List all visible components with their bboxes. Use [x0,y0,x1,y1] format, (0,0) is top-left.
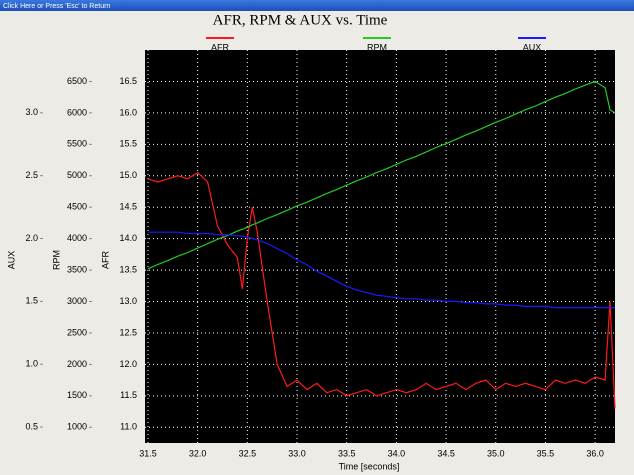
y3-tick-label: 2.0 [25,233,38,243]
y2-tick-label: 1500 [67,390,87,400]
legend-label: AFR [211,42,230,52]
y2-tick-label: 2000 [67,359,87,369]
y-tick-label: 13.0 [119,296,137,306]
y3-tick-label: 1.0 [25,359,38,369]
x-tick-label: 35.0 [487,448,505,458]
x-tick-label: 32.0 [189,448,207,458]
y-tick-label: 16.0 [119,107,137,117]
legend-label: RPM [367,42,387,52]
y3-tick-label: 3.0 [25,107,38,117]
y2-tick-label: 5000 [67,170,87,180]
x-tick-label: 35.5 [537,448,555,458]
y-tick-label: 11.0 [120,422,137,432]
y-tick-label: 11.5 [120,390,137,400]
y2-tick-label: 4500 [67,202,87,212]
chart-title: AFR, RPM & AUX vs. Time [213,12,388,28]
y2-tick-label: 6000 [67,107,87,117]
x-tick-label: 34.5 [437,448,455,458]
x-tick-label: 31.5 [139,448,157,458]
data-line [147,80,616,270]
x-axis-title: Time [seconds] [339,461,400,471]
y-tick-label: 14.0 [119,233,137,243]
y-tick-label: 15.0 [119,170,137,180]
y3-tick-label: 2.5 [25,170,38,180]
x-tick-label: 34.0 [388,448,406,458]
data-line [148,231,615,309]
x-tick-label: 36.0 [586,448,604,458]
y2-tick-label: 2500 [67,327,87,337]
x-tick-label: 33.5 [338,448,356,458]
x-tick-label: 33.0 [288,448,306,458]
banner-text[interactable]: Click Here or Press 'Esc' to Return [3,3,110,10]
data-line [147,171,616,409]
y-axis-title: AFR [100,250,110,269]
legend-label: AUX [523,42,542,52]
y2-tick-label: 3500 [67,264,87,274]
y-tick-label: 12.5 [119,327,137,337]
y3-tick-label: 0.5 [25,421,38,431]
y2-tick-label: 5500 [67,139,87,149]
y-tick-label: 16.5 [119,76,137,86]
y-tick-label: 13.5 [119,264,137,274]
y3-axis-title: AUX [6,251,16,270]
y-tick-label: 15.5 [119,139,137,149]
y2-axis-title: RPM [51,250,61,270]
banner-bar[interactable] [0,0,634,11]
x-tick-label: 32.5 [239,448,257,458]
y2-tick-label: 1000 [67,422,87,432]
y2-tick-label: 6500 [67,76,87,86]
y-tick-label: 12.0 [119,359,137,369]
y3-tick-label: 1.5 [25,296,38,306]
y-tick-label: 14.5 [119,202,137,212]
y2-tick-label: 3000 [67,296,87,306]
plot-area [145,50,615,443]
y2-tick-label: 4000 [67,233,87,243]
